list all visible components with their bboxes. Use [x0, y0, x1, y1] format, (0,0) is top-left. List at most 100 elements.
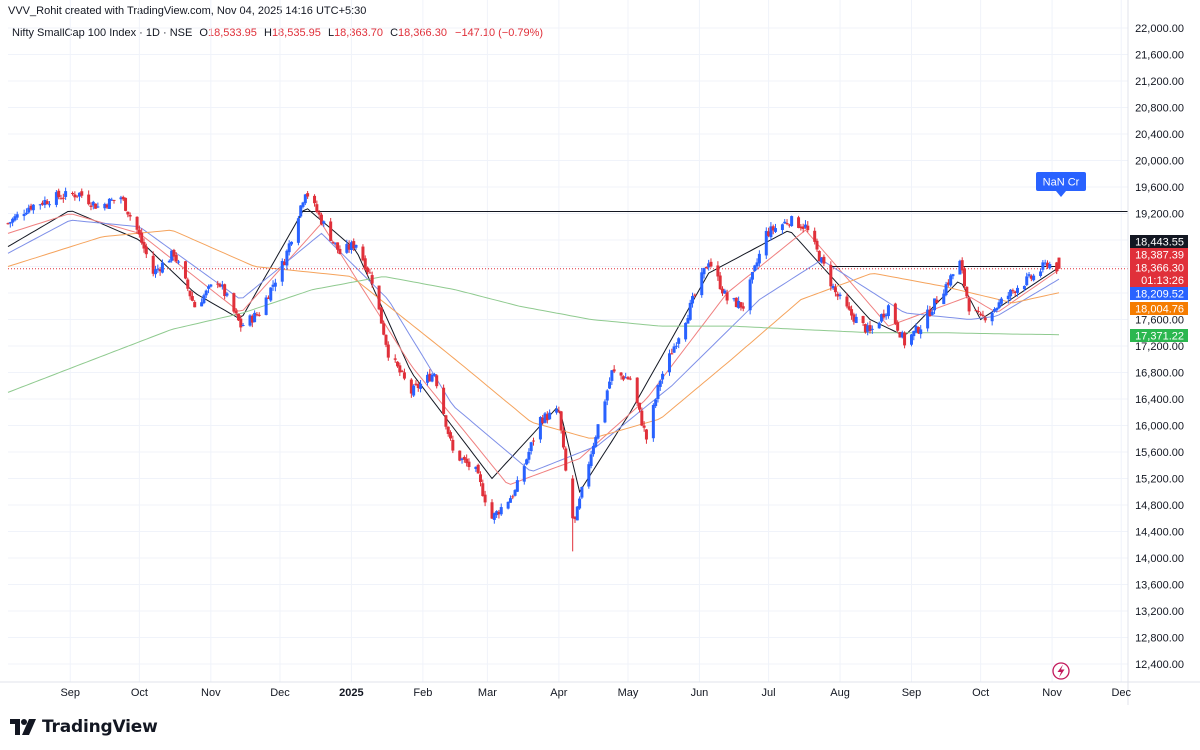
candle-body	[400, 370, 404, 372]
candle-body	[419, 383, 423, 389]
candle	[831, 283, 835, 290]
candle-body	[202, 295, 206, 304]
y-tick-label: 22,000.00	[1135, 23, 1184, 35]
y-tick-label: 16,400.00	[1135, 394, 1184, 406]
candle	[225, 291, 229, 298]
candle-body	[963, 268, 967, 287]
candle	[580, 486, 584, 500]
x-tick-label: Sep	[60, 687, 80, 699]
price-label-text: 18,366.30	[1135, 263, 1184, 275]
candle	[354, 244, 358, 250]
candle	[608, 377, 612, 390]
candle-body	[444, 415, 448, 427]
candle	[935, 296, 939, 304]
candle-body	[363, 258, 367, 270]
candle-body	[1011, 290, 1015, 292]
candle-body	[89, 205, 93, 207]
symbol-name[interactable]: Nifty SmallCap 100 Index · 1D · NSE	[12, 27, 193, 39]
candle	[135, 216, 139, 234]
candle	[926, 305, 930, 332]
candle	[992, 307, 996, 313]
brand[interactable]: TradingView	[10, 717, 158, 737]
candle	[255, 311, 259, 317]
candle-body	[833, 287, 837, 293]
candle-body	[338, 248, 342, 255]
candle	[160, 259, 164, 274]
candle-body	[642, 425, 646, 428]
candle	[999, 296, 1003, 306]
candle	[462, 455, 466, 463]
candle-body	[990, 312, 994, 322]
price-label: 17,371.22	[1130, 329, 1188, 343]
y-tick-label: 13,600.00	[1135, 580, 1184, 592]
candle-body	[492, 513, 496, 520]
candle	[538, 416, 542, 443]
candle-body	[644, 429, 648, 440]
candle	[933, 298, 937, 315]
y-tick-label: 19,200.00	[1135, 209, 1184, 221]
candle	[734, 297, 738, 308]
candle	[790, 215, 794, 227]
candle	[158, 267, 162, 276]
candle	[232, 292, 236, 314]
candle	[958, 259, 962, 275]
candle-body	[428, 373, 432, 382]
candle	[435, 374, 439, 389]
candle-body	[704, 266, 708, 269]
lightning-icon[interactable]	[1052, 662, 1070, 680]
candle	[942, 289, 946, 305]
candle	[545, 411, 549, 424]
time-axis[interactable]: Sep Oct Nov Dec 2025 Feb Mar Apr May Jun Jul Aug Sep…	[0, 681, 1200, 699]
candle	[398, 362, 402, 377]
candle-body	[817, 251, 821, 262]
candle	[638, 402, 642, 413]
y-tick-label: 14,000.00	[1135, 553, 1184, 565]
candle-body	[580, 486, 584, 498]
y-tick-label: 16,800.00	[1135, 368, 1184, 380]
candle	[813, 227, 817, 245]
candle	[460, 457, 464, 464]
price-axis[interactable]: 22,000.00 21,600.00 21,200.00 20,800.00 20,4…	[1127, 0, 1184, 705]
candle-body	[225, 293, 229, 296]
horizontal-lines[interactable]	[8, 211, 1128, 270]
price-chart[interactable]: 22,000.00 21,600.00 21,200.00 20,800.00 20,4…	[0, 0, 1200, 705]
candle	[400, 369, 404, 373]
candle-body	[935, 299, 939, 304]
candle	[780, 223, 784, 234]
candle-body	[384, 334, 388, 345]
price-label-text: 18,209.52	[1135, 289, 1184, 301]
candle	[511, 494, 515, 500]
candle	[870, 325, 874, 334]
candle	[428, 369, 432, 382]
candle	[112, 199, 116, 204]
candle-body	[432, 373, 436, 376]
candle	[306, 191, 310, 199]
candle-body	[1009, 289, 1013, 297]
candle	[672, 343, 676, 354]
candle-body	[94, 203, 98, 209]
candle-body	[667, 353, 671, 373]
candle	[589, 450, 593, 469]
candle-body	[626, 377, 630, 380]
x-tick-label: Oct	[972, 687, 989, 699]
candle	[723, 288, 727, 294]
candle	[787, 223, 791, 228]
footer: TradingView	[0, 705, 1200, 750]
candle	[167, 259, 171, 263]
x-tick-label: Nov	[201, 687, 221, 699]
candle-body	[1016, 287, 1020, 293]
candle-body	[190, 296, 194, 301]
candle	[707, 259, 711, 271]
candle-body	[587, 464, 591, 487]
candle-body	[1041, 262, 1045, 270]
candle	[458, 450, 462, 462]
candle	[642, 421, 646, 432]
candle	[548, 409, 552, 420]
y-tick-label: 20,400.00	[1135, 129, 1184, 141]
candle-body	[608, 381, 612, 389]
candle	[370, 271, 374, 288]
candle-body	[296, 218, 300, 243]
candle	[409, 378, 413, 398]
candle	[693, 293, 697, 298]
candle-body	[135, 216, 139, 230]
